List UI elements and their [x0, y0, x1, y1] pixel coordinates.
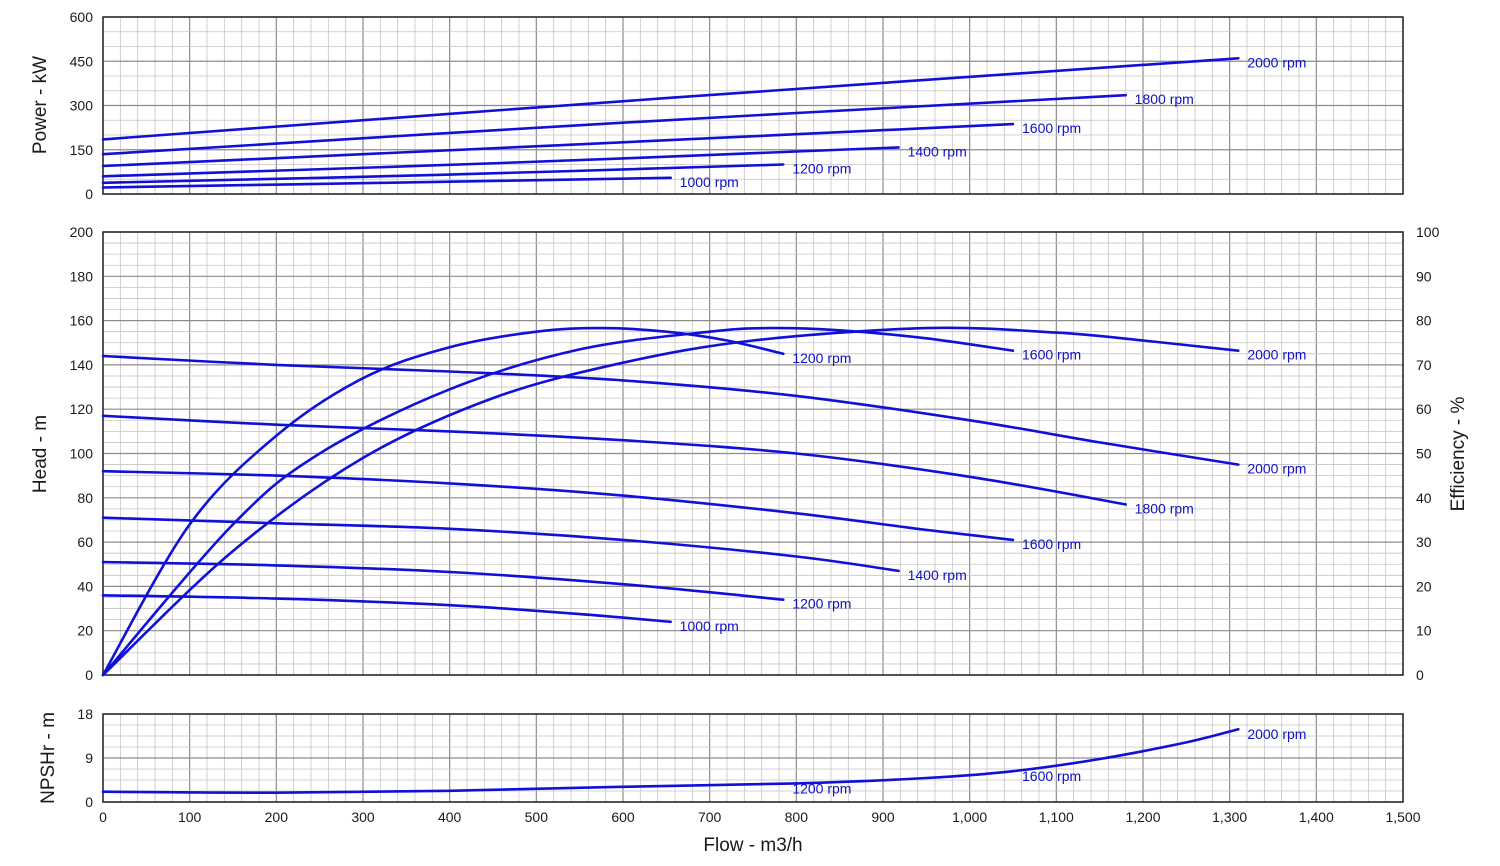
flow-tick-label: 800: [785, 809, 809, 825]
power-curve-label: 1800 rpm: [1135, 91, 1194, 107]
power-curve-label: 1000 rpm: [680, 174, 739, 190]
head-curve-label: 1800 rpm: [1135, 500, 1194, 516]
npsh-tick-label: 18: [77, 706, 93, 722]
head-tick-label: 0: [85, 667, 93, 683]
head-curve-label: 1400 rpm: [908, 567, 967, 583]
efficiency-curve: [101, 326, 785, 677]
npsh-curve-label: 1600 rpm: [1022, 768, 1081, 784]
power-curve-label: 1400 rpm: [908, 143, 967, 159]
power-curve: [101, 122, 1015, 168]
flow-tick-label: 900: [871, 809, 895, 825]
head-tick-label: 60: [77, 534, 93, 550]
head-axis-title: Head - m: [30, 415, 51, 493]
flow-tick-label: 1,300: [1212, 809, 1247, 825]
efficiency-curve-label: 1600 rpm: [1022, 347, 1081, 363]
head-curve: [101, 469, 1015, 542]
power-tick-label: 150: [70, 142, 94, 158]
efficiency-axis-title: Efficiency - %: [1448, 397, 1469, 512]
power-tick-label: 600: [70, 9, 94, 25]
flow-tick-label: 1,200: [1125, 809, 1160, 825]
npsh-tick-label: 9: [85, 750, 93, 766]
efficiency-tick-label: 100: [1416, 224, 1440, 240]
head-curve: [101, 594, 672, 624]
efficiency-tick-label: 0: [1416, 667, 1424, 683]
head-tick-label: 200: [70, 224, 94, 240]
npsh-curve: [101, 727, 1240, 795]
power-curve-label: 1200 rpm: [792, 161, 851, 177]
head-curve-label: 2000 rpm: [1247, 461, 1306, 477]
efficiency-tick-label: 60: [1416, 401, 1432, 417]
flow-tick-label: 1,000: [952, 809, 987, 825]
head-tick-label: 180: [70, 268, 94, 284]
efficiency-tick-label: 70: [1416, 357, 1432, 373]
curve-labels-layer: 1000 rpm 1200 rpm 1400 rpm 1600 rpm 1800 rpm…: [680, 54, 1307, 796]
efficiency-curve: [101, 326, 1240, 677]
head-curve-label: 1200 rpm: [792, 596, 851, 612]
efficiency-tick-label: 10: [1416, 623, 1432, 639]
npsh-axis-title: NPSHr - m: [38, 712, 59, 804]
efficiency-curve-label: 1200 rpm: [792, 350, 851, 366]
head-curve: [101, 354, 1240, 466]
head-frame: [102, 231, 1404, 676]
flow-tick-label: 600: [611, 809, 635, 825]
tick-labels-layer: 0150300450600020406080100120140160180200…: [70, 9, 1440, 825]
head-curve-label: 1000 rpm: [680, 618, 739, 634]
efficiency-curve-label: 2000 rpm: [1247, 347, 1306, 363]
flow-tick-label: 500: [525, 809, 549, 825]
power-tick-label: 450: [70, 53, 94, 69]
power-curve: [101, 93, 1127, 156]
efficiency-tick-label: 90: [1416, 268, 1432, 284]
flow-tick-label: 700: [698, 809, 722, 825]
power-frame: [102, 16, 1404, 195]
flow-tick-label: 1,400: [1299, 809, 1334, 825]
flow-tick-label: 300: [351, 809, 375, 825]
curves-layer: [101, 57, 1240, 795]
power-curve: [101, 146, 900, 178]
head-tick-label: 100: [70, 446, 94, 462]
efficiency-tick-label: 50: [1416, 446, 1432, 462]
head-curve-label: 1600 rpm: [1022, 536, 1081, 552]
efficiency-tick-label: 40: [1416, 490, 1432, 506]
flow-tick-label: 0: [99, 809, 107, 825]
efficiency-tick-label: 30: [1416, 534, 1432, 550]
flow-tick-label: 100: [178, 809, 202, 825]
flow-tick-label: 200: [265, 809, 289, 825]
flow-tick-label: 1,500: [1385, 809, 1420, 825]
head-tick-label: 40: [77, 578, 93, 594]
efficiency-curve: [101, 326, 1015, 677]
head-curve: [101, 414, 1127, 506]
head-tick-label: 160: [70, 313, 94, 329]
grid-layer: [102, 16, 1404, 803]
flow-tick-label: 400: [438, 809, 462, 825]
power-axis-title: Power - kW: [30, 56, 51, 154]
power-curve: [101, 176, 672, 189]
efficiency-tick-label: 20: [1416, 578, 1432, 594]
npsh-tick-label: 0: [85, 794, 93, 810]
head-curve: [101, 516, 900, 573]
power-curve: [101, 163, 785, 185]
power-curve-label: 2000 rpm: [1247, 54, 1306, 70]
power-tick-label: 300: [70, 98, 94, 114]
power-curve-label: 1600 rpm: [1022, 120, 1081, 136]
flow-tick-label: 1,100: [1039, 809, 1074, 825]
head-tick-label: 120: [70, 401, 94, 417]
head-curve: [101, 560, 785, 601]
npsh-frame: [102, 713, 1404, 803]
head-tick-label: 20: [77, 623, 93, 639]
npsh-curve-label: 2000 rpm: [1247, 726, 1306, 742]
efficiency-tick-label: 80: [1416, 313, 1432, 329]
head-tick-label: 140: [70, 357, 94, 373]
power-tick-label: 0: [85, 186, 93, 202]
head-tick-label: 80: [77, 490, 93, 506]
power-curve: [101, 57, 1240, 141]
flow-axis-title: Flow - m3/h: [703, 835, 802, 856]
npsh-curve-label: 1200 rpm: [792, 781, 851, 797]
